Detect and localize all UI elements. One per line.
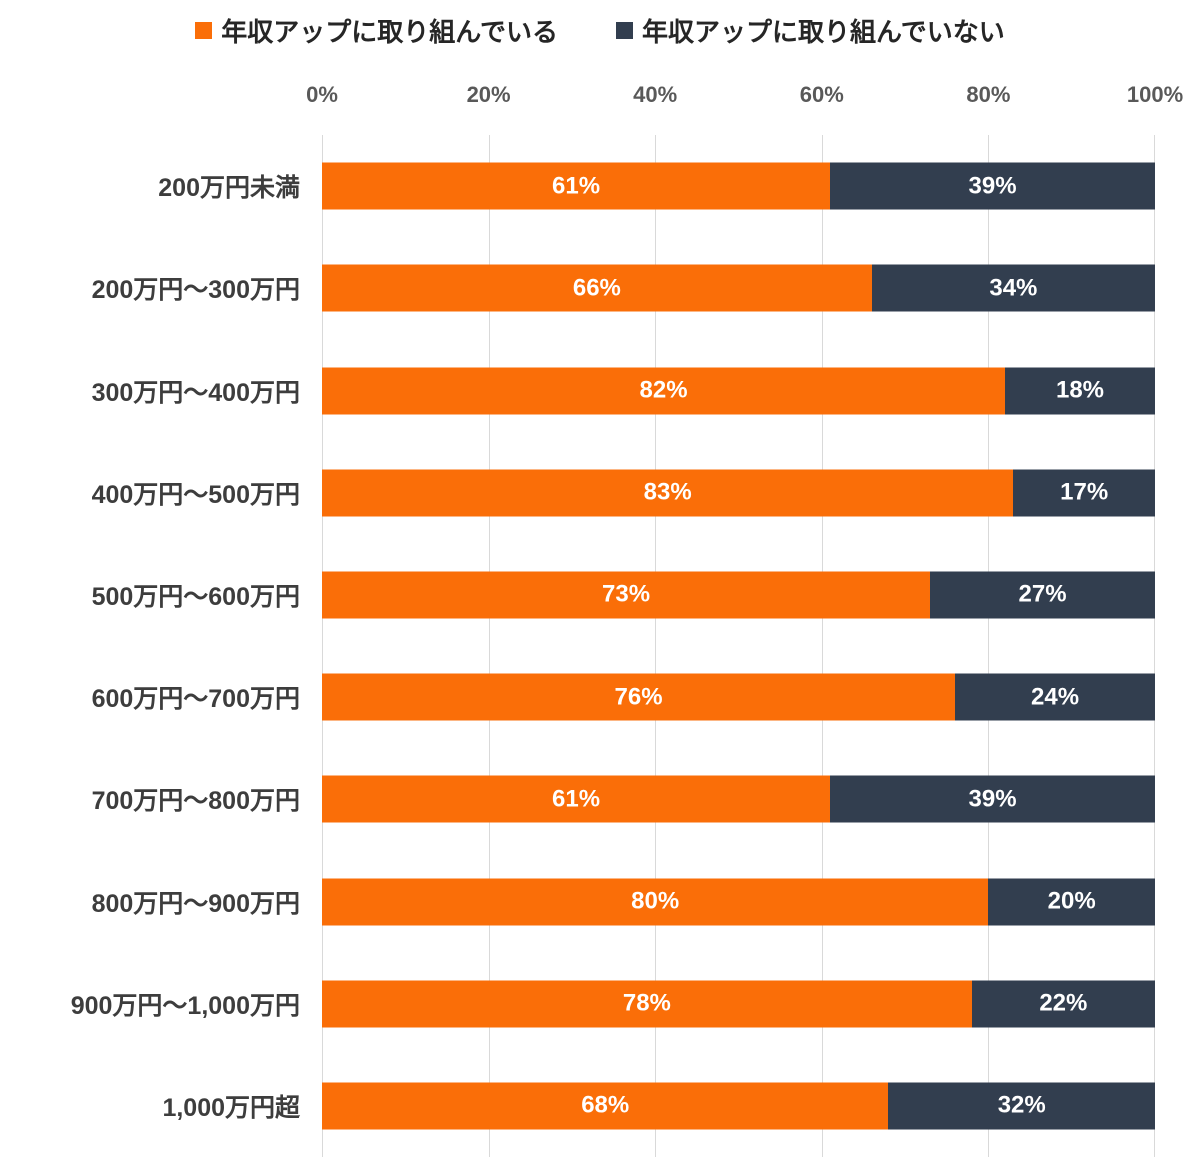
legend-item-not-engaged: 年収アップに取り組んでいない [616,12,1005,49]
chart-row: 66% 34% [322,237,1155,339]
category-label: 200万円未満 [158,174,300,203]
chart-row: 76% 24% [322,646,1155,748]
bar-value-label: 61% [552,172,601,200]
bar-segment: 76% [322,673,956,721]
category-label: 1,000万円超 [162,1093,300,1122]
legend-item-engaged: 年収アップに取り組んでいる [195,12,558,49]
category-label: 500万円～600万円 [91,582,300,611]
bar-value-label: 80% [631,887,680,915]
gridlines [322,135,1155,1157]
legend-swatch-navy-icon [616,22,633,39]
category-label: 400万円～500万円 [91,480,300,509]
chart-row: 61% 39% [322,135,1155,237]
bar-value-label: 32% [997,1091,1046,1119]
bar-value-label: 27% [1018,580,1067,608]
stacked-bar: 61% 39% [322,775,1155,823]
stacked-bar: 78% 22% [322,980,1155,1028]
gridline [488,135,490,1157]
bar-segment: 34% [871,264,1155,312]
chart-row: 82% 18% [322,339,1155,441]
bar-segment: 32% [888,1082,1155,1130]
bar-segment: 68% [322,1082,889,1130]
category-label: 300万円～400万円 [91,378,300,407]
category-label: 900万円～1,000万円 [70,991,300,1020]
x-axis-tick: 20% [466,82,511,107]
category-label: 200万円～300万円 [91,276,300,305]
x-axis-tick: 80% [966,82,1011,107]
bar-segment: 73% [322,571,931,619]
bar-segment: 22% [971,980,1155,1028]
stacked-bar: 66% 34% [322,264,1155,312]
bar-value-label: 22% [1039,989,1088,1017]
bar-segment: 17% [1013,469,1155,517]
bar-segment: 66% [322,264,872,312]
bar-value-label: 76% [614,683,663,711]
legend-swatch-orange-icon [195,22,213,39]
chart-row: 73% 27% [322,544,1155,646]
bar-value-label: 83% [643,478,692,506]
bar-segment: 18% [1005,367,1155,414]
category-label: 700万円～800万円 [91,787,300,816]
x-axis-tick: 40% [633,82,678,107]
stacked-bar: 76% 24% [322,673,1155,721]
stacked-bar: 68% 32% [322,1082,1155,1130]
x-axis-tick: 60% [799,82,844,107]
bar-value-label: 24% [1031,683,1080,711]
legend: 年収アップに取り組んでいる 年収アップに取り組んでいない [0,12,1200,49]
bar-segment: 80% [322,878,989,926]
bar-value-label: 39% [968,785,1017,813]
bar-segment: 82% [322,367,1006,414]
stacked-bar: 73% 27% [322,571,1155,619]
gridline [988,135,990,1157]
bar-value-label: 78% [622,989,671,1017]
bar-value-label: 34% [989,274,1038,302]
stacked-bar: 82% 18% [322,367,1155,414]
category-axis: 200万円未満 200万円～300万円 300万円～400万円 400万円～500万円… [0,135,300,1157]
bar-value-label: 68% [581,1091,630,1119]
gridline [655,135,657,1157]
bar-value-label: 82% [639,376,688,404]
x-axis-tick: 0% [306,82,338,107]
x-axis-tick: 100% [1126,82,1184,107]
stacked-bar: 80% 20% [322,878,1155,926]
bar-value-label: 61% [552,785,601,813]
category-label: 600万円～700万円 [91,685,300,714]
bar-value-label: 39% [968,172,1017,200]
bar-segment: 61% [322,775,831,823]
gridline [322,135,323,1157]
bar-segment: 78% [322,980,972,1028]
bar-value-label: 66% [572,274,621,302]
legend-label-not-engaged: 年収アップに取り組んでいない [642,17,1005,47]
plot-area: 61% 39% 66% 34% 82% 18% 83% 17% 73% 27% 76% 24% 61% 3… [322,135,1155,1157]
bar-segment: 39% [830,775,1155,823]
chart-row: 78% 22% [322,953,1155,1055]
bar-segment: 39% [830,162,1155,210]
bar-segment: 27% [930,571,1155,619]
chart-row: 80% 20% [322,850,1155,952]
bar-segment: 24% [955,673,1155,721]
chart-row: 61% 39% [322,748,1155,850]
gridline [821,135,823,1157]
stacked-bar: 83% 17% [322,469,1155,517]
bar-value-label: 18% [1055,376,1105,404]
x-axis: 0% 20% 40% 60% 80% 100% [306,82,1183,112]
chart-row: 83% 17% [322,442,1155,544]
bar-segment: 83% [322,469,1014,517]
category-label: 800万円～900万円 [91,889,300,918]
chart-row: 68% 32% [322,1055,1155,1157]
bar-segment: 61% [322,162,831,210]
legend-label-engaged: 年収アップに取り組んでいる [221,17,558,47]
stacked-bar: 61% 39% [322,162,1155,210]
bar-value-label: 17% [1060,478,1109,506]
bar-segment: 20% [988,878,1155,926]
bar-value-label: 20% [1047,887,1096,915]
gridline [1154,135,1155,1157]
chart-rows: 61% 39% 66% 34% 82% 18% 83% 17% 73% 27% 76% 24% 61% 3… [322,135,1155,1157]
bar-value-label: 73% [602,580,651,608]
